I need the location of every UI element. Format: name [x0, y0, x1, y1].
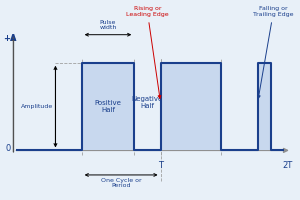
- Text: Pulse
width: Pulse width: [99, 20, 117, 30]
- Bar: [82, 63, 134, 150]
- Text: Rising or
Leading Edge: Rising or Leading Edge: [126, 6, 169, 98]
- Text: Positive
Half: Positive Half: [94, 100, 122, 113]
- Text: 0: 0: [6, 144, 11, 153]
- Text: +A: +A: [3, 34, 16, 43]
- Bar: [258, 63, 271, 150]
- Bar: [160, 63, 221, 150]
- Text: Amplitude: Amplitude: [21, 104, 53, 109]
- Text: One Cycle or
Period: One Cycle or Period: [101, 178, 141, 188]
- Text: Falling or
Trailing Edge: Falling or Trailing Edge: [253, 6, 294, 98]
- Text: Negative
Half: Negative Half: [132, 96, 163, 109]
- Text: T: T: [158, 161, 163, 170]
- Text: 2T: 2T: [283, 161, 293, 170]
